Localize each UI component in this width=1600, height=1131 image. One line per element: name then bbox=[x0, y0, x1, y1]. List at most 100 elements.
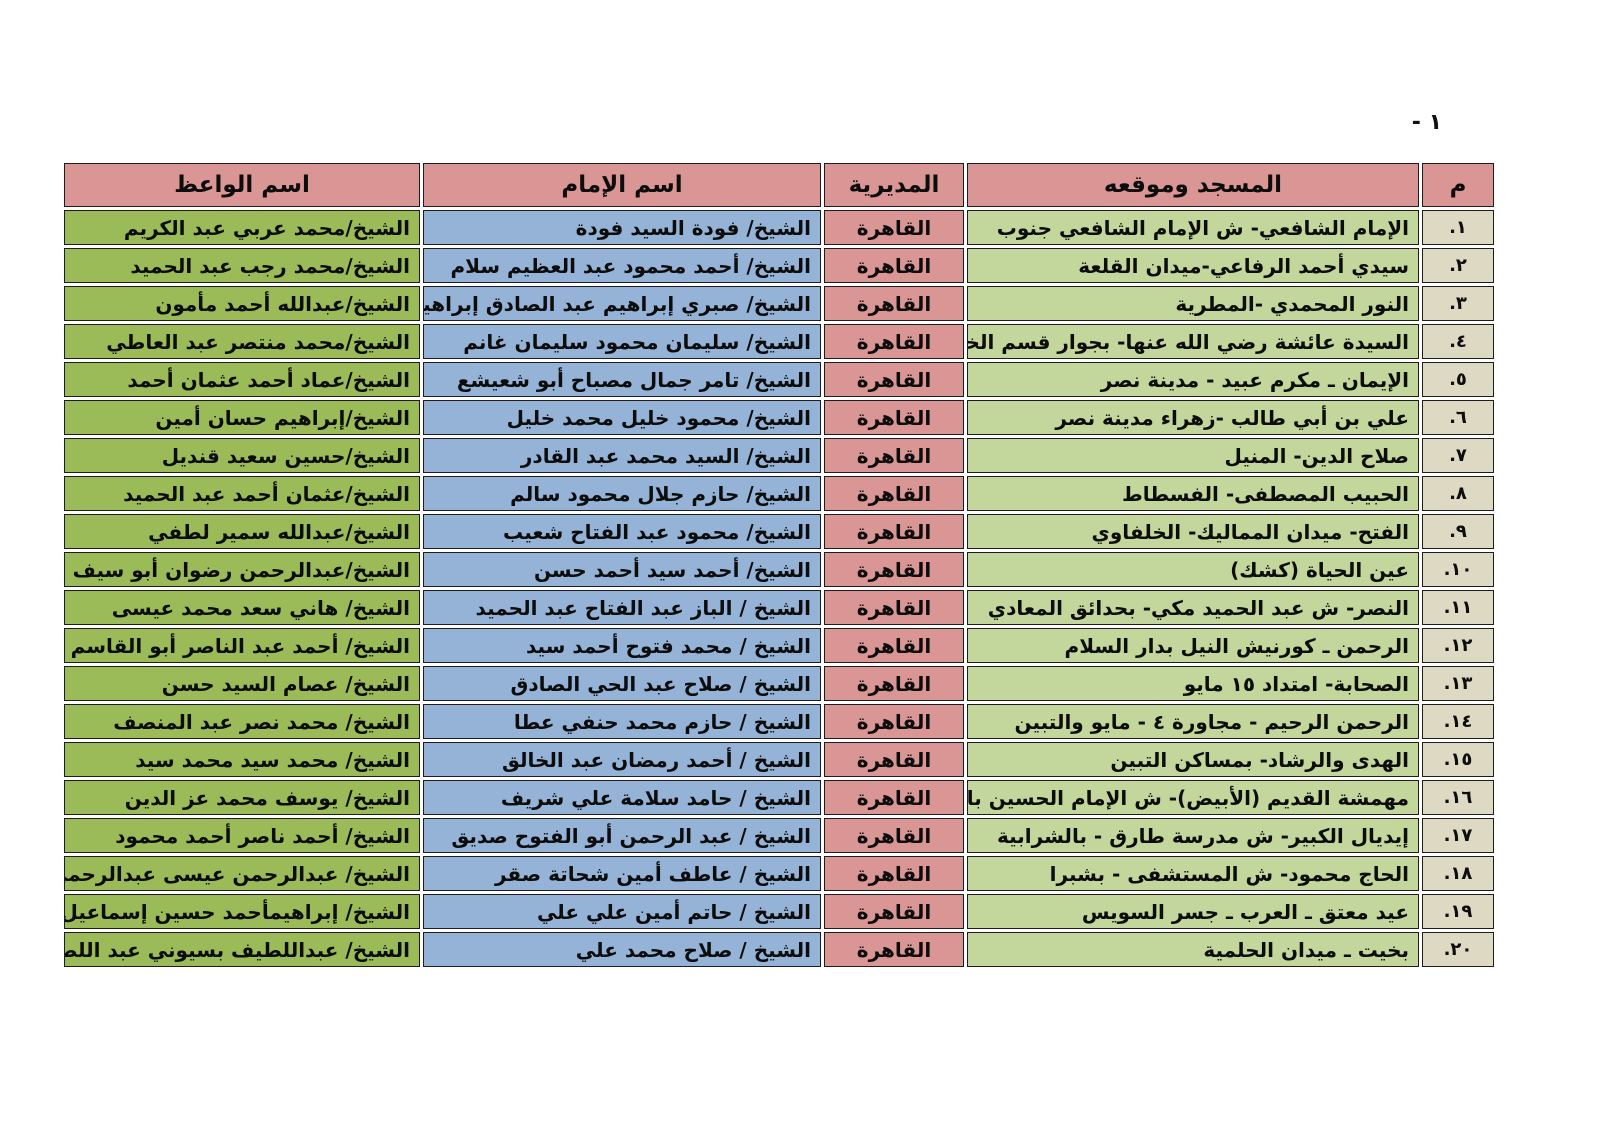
directorate-cell: القاهرة bbox=[824, 552, 964, 587]
mosque-cell: عيد معتق ـ العرب ـ جسر السويس bbox=[967, 894, 1419, 929]
preacher-cell: الشيخ/حسين سعيد قنديل bbox=[64, 438, 420, 473]
preacher-cell: الشيخ/ يوسف محمد عز الدين bbox=[64, 780, 420, 815]
mosque-cell: الفتح- ميدان المماليك- الخلفاوي bbox=[967, 514, 1419, 549]
preacher-cell: الشيخ/ أحمد ناصر أحمد محمود bbox=[64, 818, 420, 853]
preacher-cell: الشيخ/ محمد سيد محمد سيد bbox=[64, 742, 420, 777]
serial-cell: ٧. bbox=[1422, 438, 1494, 473]
imam-cell: الشيخ/ محمود خليل محمد خليل bbox=[423, 400, 821, 435]
serial-cell: ٥. bbox=[1422, 362, 1494, 397]
preacher-cell: الشيخ/عبدالرحمن رضوان أبو سيف bbox=[64, 552, 420, 587]
mosque-cell: الحاج محمود- ش المستشفى - بشبرا bbox=[967, 856, 1419, 891]
directorate-cell: القاهرة bbox=[824, 476, 964, 511]
mosque-cell: الإيمان ـ مكرم عبيد - مدينة نصر bbox=[967, 362, 1419, 397]
imam-cell: الشيخ / محمد فتوح أحمد سيد bbox=[423, 628, 821, 663]
preacher-cell: الشيخ/عماد أحمد عثمان أحمد bbox=[64, 362, 420, 397]
serial-cell: ٤. bbox=[1422, 324, 1494, 359]
imam-cell: الشيخ/ سليمان محمود سليمان غانم bbox=[423, 324, 821, 359]
table-body: ١. الإمام الشافعي- ش الإمام الشافعي جنوب… bbox=[64, 210, 1494, 967]
directorate-cell: القاهرة bbox=[824, 894, 964, 929]
imam-cell: الشيخ / أحمد رمضان عبد الخالق bbox=[423, 742, 821, 777]
preacher-cell: الشيخ/محمد منتصر عبد العاطي bbox=[64, 324, 420, 359]
imam-cell: الشيخ/ تامر جمال مصباح أبو شعيشع bbox=[423, 362, 821, 397]
table-row: ١٣. الصحابة- امتداد ١٥ مايو القاهرة الشي… bbox=[64, 666, 1494, 701]
directorate-cell: القاهرة bbox=[824, 210, 964, 245]
table-row: ٨. الحبيب المصطفى- الفسطاط القاهرة الشيخ… bbox=[64, 476, 1494, 511]
imam-cell: الشيخ/ صبري إبراهيم عبد الصادق إبراهيم bbox=[423, 286, 821, 321]
serial-cell: ١٢. bbox=[1422, 628, 1494, 663]
table-row: ٧. صلاح الدين- المنيل القاهرة الشيخ/ الس… bbox=[64, 438, 1494, 473]
table-row: ٤. السيدة عائشة رضي الله عنها- بجوار قسم… bbox=[64, 324, 1494, 359]
imam-cell: الشيخ / حامد سلامة علي شريف bbox=[423, 780, 821, 815]
mosque-cell: علي بن أبي طالب -زهراء مدينة نصر bbox=[967, 400, 1419, 435]
directorate-cell: القاهرة bbox=[824, 400, 964, 435]
imam-cell: الشيخ/ السيد محمد عبد القادر bbox=[423, 438, 821, 473]
header-mosque: المسجد وموقعه bbox=[967, 163, 1419, 207]
mosque-cell: الصحابة- امتداد ١٥ مايو bbox=[967, 666, 1419, 701]
mosque-cell: سيدي أحمد الرفاعي-ميدان القلعة bbox=[967, 248, 1419, 283]
mosque-cell: عين الحياة (كشك) bbox=[967, 552, 1419, 587]
serial-cell: ١. bbox=[1422, 210, 1494, 245]
preacher-cell: الشيخ/عبدالله سمير لطفي bbox=[64, 514, 420, 549]
table-row: ٢. سيدي أحمد الرفاعي-ميدان القلعة القاهر… bbox=[64, 248, 1494, 283]
mosque-cell: الهدى والرشاد- بمساكن التبين bbox=[967, 742, 1419, 777]
table-row: ٢٠. بخيت ـ ميدان الحلمية القاهرة الشيخ /… bbox=[64, 932, 1494, 967]
preacher-cell: الشيخ/ عبدالرحمن عيسى عبدالرحمن bbox=[64, 856, 420, 891]
mosque-cell: بخيت ـ ميدان الحلمية bbox=[967, 932, 1419, 967]
directorate-cell: القاهرة bbox=[824, 590, 964, 625]
imam-cell: الشيخ/ أحمد سيد أحمد حسن bbox=[423, 552, 821, 587]
serial-cell: ١٩. bbox=[1422, 894, 1494, 929]
table-row: ٦. علي بن أبي طالب -زهراء مدينة نصر القا… bbox=[64, 400, 1494, 435]
header-preacher: اسم الواعظ bbox=[64, 163, 420, 207]
directorate-cell: القاهرة bbox=[824, 514, 964, 549]
imam-cell: الشيخ / صلاح عبد الحي الصادق bbox=[423, 666, 821, 701]
serial-cell: ٦. bbox=[1422, 400, 1494, 435]
serial-cell: ١١. bbox=[1422, 590, 1494, 625]
directorate-cell: القاهرة bbox=[824, 666, 964, 701]
mosque-cell: السيدة عائشة رضي الله عنها- بجوار قسم ال… bbox=[967, 324, 1419, 359]
header-directorate: المديرية bbox=[824, 163, 964, 207]
imam-cell: الشيخ / حاتم أمين علي علي bbox=[423, 894, 821, 929]
serial-cell: ١٤. bbox=[1422, 704, 1494, 739]
directorate-cell: القاهرة bbox=[824, 704, 964, 739]
mosque-cell: الرحمن ـ كورنيش النيل بدار السلام bbox=[967, 628, 1419, 663]
table-row: ١٢. الرحمن ـ كورنيش النيل بدار السلام ال… bbox=[64, 628, 1494, 663]
serial-cell: ٢٠. bbox=[1422, 932, 1494, 967]
mosque-cell: صلاح الدين- المنيل bbox=[967, 438, 1419, 473]
preacher-cell: الشيخ/إبراهيم حسان أمين bbox=[64, 400, 420, 435]
table-row: ١. الإمام الشافعي- ش الإمام الشافعي جنوب… bbox=[64, 210, 1494, 245]
directorate-cell: القاهرة bbox=[824, 932, 964, 967]
header-serial: م bbox=[1422, 163, 1494, 207]
table-row: ٣. النور المحمدي -المطرية القاهرة الشيخ/… bbox=[64, 286, 1494, 321]
table-row: ١٩. عيد معتق ـ العرب ـ جسر السويس القاهر… bbox=[64, 894, 1494, 929]
serial-cell: ٢. bbox=[1422, 248, 1494, 283]
mosque-cell: الإمام الشافعي- ش الإمام الشافعي جنوب bbox=[967, 210, 1419, 245]
page-number: - ١ bbox=[1411, 110, 1442, 135]
directorate-cell: القاهرة bbox=[824, 438, 964, 473]
serial-cell: ١٥. bbox=[1422, 742, 1494, 777]
preacher-cell: الشيخ/ هاني سعد محمد عيسى bbox=[64, 590, 420, 625]
preacher-cell: الشيخ/محمد عربي عبد الكريم bbox=[64, 210, 420, 245]
preacher-cell: الشيخ/ إبراهيمأحمد حسين إسماعيل bbox=[64, 894, 420, 929]
directorate-cell: القاهرة bbox=[824, 248, 964, 283]
imam-cell: الشيخ / عاطف أمين شحاتة صقر bbox=[423, 856, 821, 891]
preacher-cell: الشيخ/محمد رجب عبد الحميد bbox=[64, 248, 420, 283]
directorate-cell: القاهرة bbox=[824, 324, 964, 359]
mosque-cell: الرحمن الرحيم - مجاورة ٤ - مايو والتبين bbox=[967, 704, 1419, 739]
imam-cell: الشيخ / الباز عبد الفتاح عبد الحميد bbox=[423, 590, 821, 625]
table-header-row: م المسجد وموقعه المديرية اسم الإمام اسم … bbox=[64, 163, 1494, 207]
mosque-cell: النور المحمدي -المطرية bbox=[967, 286, 1419, 321]
directorate-cell: القاهرة bbox=[824, 362, 964, 397]
table-row: ١٧. إيديال الكبير- ش مدرسة طارق - بالشرا… bbox=[64, 818, 1494, 853]
imam-cell: الشيخ/ فودة السيد فودة bbox=[423, 210, 821, 245]
serial-cell: ٩. bbox=[1422, 514, 1494, 549]
preacher-cell: الشيخ/ محمد نصر عبد المنصف bbox=[64, 704, 420, 739]
directorate-cell: القاهرة bbox=[824, 856, 964, 891]
table-row: ١٨. الحاج محمود- ش المستشفى - بشبرا القا… bbox=[64, 856, 1494, 891]
directorate-cell: القاهرة bbox=[824, 628, 964, 663]
imam-cell: الشيخ / عبد الرحمن أبو الفتوح صديق bbox=[423, 818, 821, 853]
serial-cell: ١٧. bbox=[1422, 818, 1494, 853]
table-row: ١٥. الهدى والرشاد- بمساكن التبين القاهرة… bbox=[64, 742, 1494, 777]
table-row: ٩. الفتح- ميدان المماليك- الخلفاوي القاه… bbox=[64, 514, 1494, 549]
imam-cell: الشيخ/ حازم جلال محمود سالم bbox=[423, 476, 821, 511]
